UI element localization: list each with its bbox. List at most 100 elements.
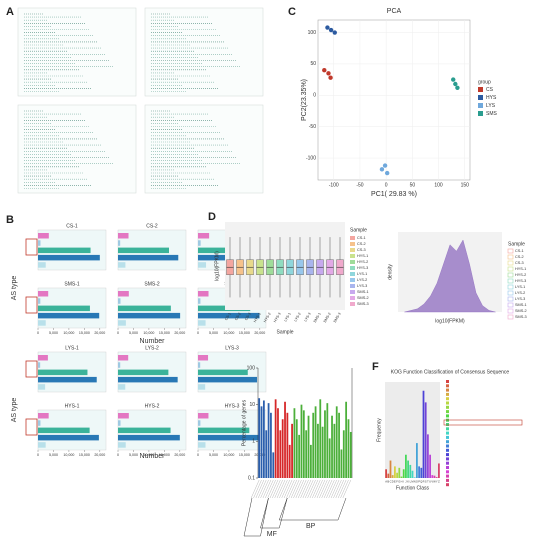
x-tick-label: SMS-1 [313, 312, 322, 324]
x-tick-label: LYS-3 [303, 312, 311, 322]
x-tick-label: 0 [117, 331, 119, 335]
x-tick-label: F [396, 480, 398, 484]
y-axis-label: AS type [11, 398, 18, 423]
legend-swatch [446, 397, 449, 401]
y-axis-label: density [387, 264, 393, 280]
category-tick [309, 479, 319, 499]
bar [118, 298, 121, 304]
category-tick [295, 479, 304, 499]
bar [118, 362, 121, 368]
panel-label: A [6, 6, 14, 18]
bar [321, 426, 324, 478]
point [328, 27, 334, 33]
y-axis-label: log10(FPKM) [214, 251, 220, 281]
legend-label: HYS-2 [357, 260, 368, 264]
x-tick-label: I [403, 480, 404, 484]
chart-title: KOG Function Classification of Consensus… [391, 369, 510, 375]
x-tick-label: CS-1 [224, 312, 232, 321]
x-tick-label: L [410, 480, 412, 484]
x-tick-label: 5,000 [49, 453, 58, 457]
legend-swatch [478, 111, 483, 116]
bar [38, 312, 100, 319]
y-axis-label: Percentage of genes [241, 399, 247, 446]
legend-swatch [446, 457, 449, 461]
x-tick-label: 5,000 [49, 331, 58, 335]
x-tick-label: SMS-2 [323, 312, 332, 324]
legend-swatch [478, 95, 483, 100]
x-tick-label: 15,000 [159, 453, 170, 457]
bar [288, 444, 291, 478]
x-tick-label: U [429, 480, 431, 484]
legend-title: group [478, 79, 491, 85]
y-tick-label: -50 [309, 124, 316, 130]
legend-label: CS-2 [357, 242, 366, 246]
bar [198, 413, 209, 419]
bar [38, 427, 90, 434]
bar [312, 412, 315, 478]
bar [305, 430, 308, 478]
x-tick-label: M [411, 480, 413, 484]
legend-label: LYS [486, 103, 496, 109]
bar [38, 376, 97, 383]
legend-label: LYS-2 [357, 278, 367, 282]
x-axis-label: PC1( 29.83 %) [371, 191, 417, 198]
bar [198, 305, 251, 312]
bar [328, 438, 331, 478]
bar [198, 247, 252, 254]
bar [284, 401, 286, 478]
x-tick-label: 0 [385, 182, 388, 188]
category-tick [298, 479, 307, 499]
legend-label: LYS-1 [357, 272, 367, 276]
bar [385, 469, 387, 478]
subplot-title: HYS-1 [65, 403, 80, 409]
bar [38, 233, 49, 239]
bar [198, 362, 201, 368]
bar [38, 262, 46, 268]
legend-swatch [350, 248, 355, 252]
panel-label: B [6, 214, 14, 226]
bar [418, 466, 420, 478]
x-tick-label: HYS-1 [253, 312, 262, 323]
legend-swatch [446, 427, 449, 431]
category-tick [251, 479, 260, 499]
legend-swatch [350, 272, 355, 276]
bar [429, 454, 431, 478]
bar [38, 362, 41, 368]
bar [118, 434, 180, 441]
point [332, 30, 337, 35]
point [451, 77, 456, 82]
subplot-title: LYS-1 [65, 345, 79, 351]
category-tick [342, 479, 351, 499]
legend-label: CS-2 [515, 255, 524, 259]
category-tick [288, 479, 297, 499]
legend-swatch [446, 431, 449, 435]
legend-swatch [446, 388, 449, 392]
bar [438, 463, 440, 478]
group-label: MF [267, 531, 277, 537]
bar [409, 464, 412, 478]
x-tick-label: 0 [197, 453, 199, 457]
x-tick-label: K [407, 480, 409, 484]
legend-swatch [446, 414, 449, 418]
category-tick [305, 479, 314, 499]
subplot-title: HYS-2 [145, 403, 160, 409]
x-tick-label: -100 [329, 182, 339, 188]
y-tick-label: 100 [308, 30, 317, 36]
category-tick [265, 479, 274, 499]
subplot-title: LYS-2 [145, 345, 159, 351]
category-tick [293, 479, 302, 499]
legend-label: CS [486, 87, 494, 93]
bar [38, 305, 90, 312]
bar [317, 423, 319, 478]
bar [402, 469, 405, 478]
bar [416, 443, 418, 478]
bar [198, 376, 258, 383]
bar [118, 247, 169, 254]
bar [394, 466, 396, 478]
bar [198, 384, 206, 390]
bar [431, 475, 434, 478]
category-tick [316, 479, 326, 499]
subplot-title: CS-1 [66, 223, 78, 229]
legend-swatch [507, 278, 514, 284]
bar [198, 298, 201, 304]
